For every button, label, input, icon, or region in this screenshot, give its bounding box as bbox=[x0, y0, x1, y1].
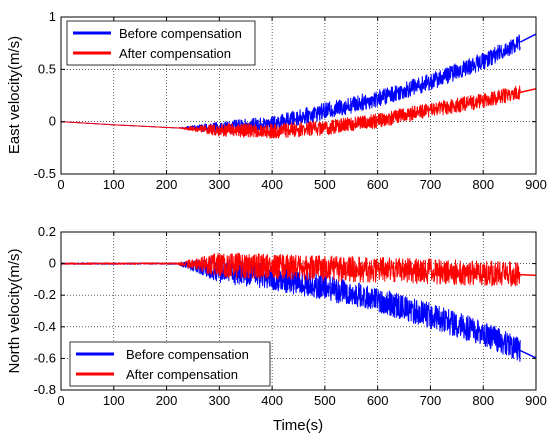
x-tick-label: 400 bbox=[261, 393, 283, 408]
y-tick-label: 1 bbox=[49, 9, 56, 24]
legend-label-before: Before compensation bbox=[119, 26, 242, 41]
y-tick-label: -0.5 bbox=[34, 166, 56, 181]
x-tick-label: 100 bbox=[103, 177, 125, 192]
x-tick-label: 500 bbox=[314, 393, 336, 408]
y-tick-label: -0.2 bbox=[34, 287, 56, 302]
series-trend-extension bbox=[519, 349, 537, 359]
x-axis-label: Time(s) bbox=[273, 417, 323, 434]
east-velocity-chart: 0 100 200 300 400 500 600 700 800 900 -0.500.51 E… bbox=[6, 9, 547, 192]
y-tick-label: 0 bbox=[49, 256, 56, 271]
y-tick-label: -0.6 bbox=[34, 350, 56, 365]
y-tick-label: 0.5 bbox=[38, 61, 56, 76]
series-trend-extension bbox=[519, 33, 537, 43]
tick-marks bbox=[60, 231, 537, 391]
x-tick-label: 200 bbox=[156, 393, 178, 408]
y-tick-label: 0.2 bbox=[38, 224, 56, 239]
legend-box bbox=[66, 20, 256, 66]
x-tick-label: 800 bbox=[472, 393, 494, 408]
x-tick-label: 0 bbox=[57, 393, 64, 408]
y-tick-label: 0 bbox=[49, 114, 56, 129]
x-tick-label: 100 bbox=[103, 393, 125, 408]
x-tick-label: 700 bbox=[420, 393, 442, 408]
x-tick-label: 800 bbox=[472, 177, 494, 192]
series-line-after-compensation bbox=[60, 85, 521, 139]
series-layer bbox=[60, 33, 537, 139]
series-trend-extension bbox=[520, 273, 537, 277]
north-velocity-chart: 0 100 200 300 400 500 600 700 800 900 -0.8-0.6-0.… bbox=[6, 224, 547, 434]
legend-label-after: After compensation bbox=[126, 367, 238, 382]
x-tick-label: 900 bbox=[525, 177, 547, 192]
x-tick-label: 400 bbox=[261, 177, 283, 192]
series-layer bbox=[60, 252, 537, 362]
x-tick-label: 600 bbox=[367, 177, 389, 192]
axes-frame bbox=[60, 231, 537, 391]
series-trend-extension bbox=[520, 88, 537, 94]
x-tick-label: 300 bbox=[208, 393, 230, 408]
x-tick-label: 200 bbox=[156, 177, 178, 192]
legend-label-after: After compensation bbox=[119, 46, 231, 61]
x-tick-label: 500 bbox=[314, 177, 336, 192]
y-axis-label: North velocity(m/s) bbox=[6, 248, 23, 373]
legend-label-before: Before compensation bbox=[126, 347, 249, 362]
x-tick-labels: 0 100 200 300 400 500 600 700 800 900 bbox=[57, 177, 546, 192]
legend: Before compensation After compensation bbox=[69, 341, 271, 387]
x-tick-label: 700 bbox=[420, 177, 442, 192]
x-tick-label: 600 bbox=[367, 393, 389, 408]
tick-marks bbox=[60, 16, 537, 175]
axes-frame bbox=[60, 16, 537, 175]
x-tick-label: 900 bbox=[525, 393, 547, 408]
y-tick-label: -0.4 bbox=[34, 319, 56, 334]
legend-box bbox=[69, 341, 271, 387]
legend: Before compensation After compensation bbox=[66, 20, 256, 66]
x-tick-labels: 0 100 200 300 400 500 600 700 800 900 bbox=[57, 393, 546, 408]
x-tick-label: 0 bbox=[57, 177, 64, 192]
x-tick-label: 300 bbox=[208, 177, 230, 192]
series-line-after-compensation bbox=[60, 252, 521, 287]
y-tick-labels: -0.8 -0.6 -0.4 -0.2 0 0.2 bbox=[34, 224, 56, 397]
y-tick-labels: -0.5 0 0.5 1 bbox=[34, 9, 56, 181]
y-tick-label: -0.8 bbox=[34, 382, 56, 397]
y-axis-label: East velocity(m/s) bbox=[6, 36, 23, 154]
